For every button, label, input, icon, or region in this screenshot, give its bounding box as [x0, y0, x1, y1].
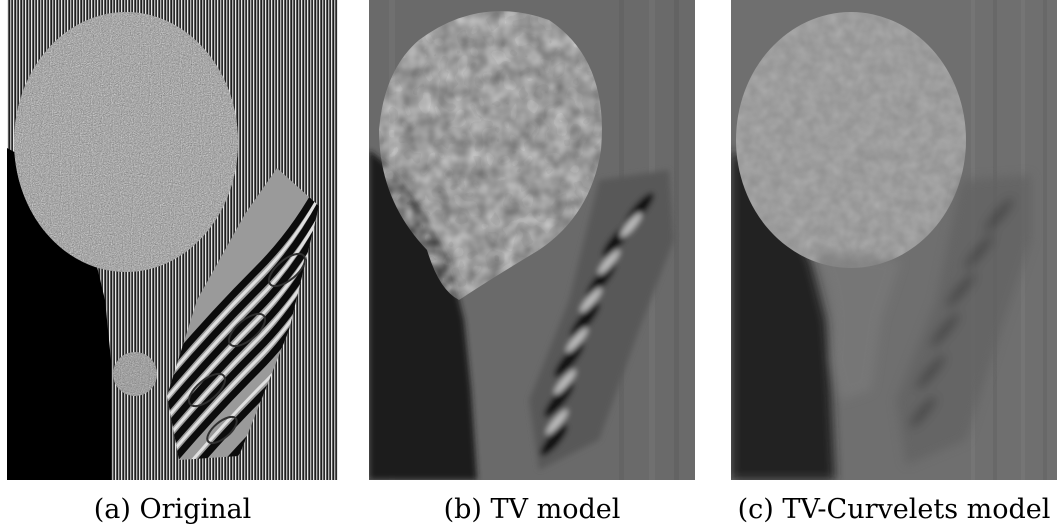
caption-original: (a) Original	[7, 494, 338, 525]
caption-text: Original	[139, 494, 252, 525]
tv-curvelets-model-image	[731, 0, 1057, 480]
original-image-panel	[7, 0, 338, 480]
caption-tv-model: (b) TV model	[369, 494, 695, 525]
tv-curvelets-model-image-panel	[731, 0, 1057, 480]
tv-model-image	[369, 0, 695, 480]
caption-text: TV-Curvelets model	[782, 494, 1051, 525]
caption-label: (c)	[737, 494, 774, 525]
caption-tv-curvelets-model: (c) TV-Curvelets model	[731, 494, 1057, 525]
caption-text: TV model	[490, 494, 621, 525]
original-image	[7, 0, 338, 480]
caption-label: (b)	[443, 494, 482, 525]
tv-model-image-panel	[369, 0, 695, 480]
caption-label: (a)	[93, 494, 131, 525]
